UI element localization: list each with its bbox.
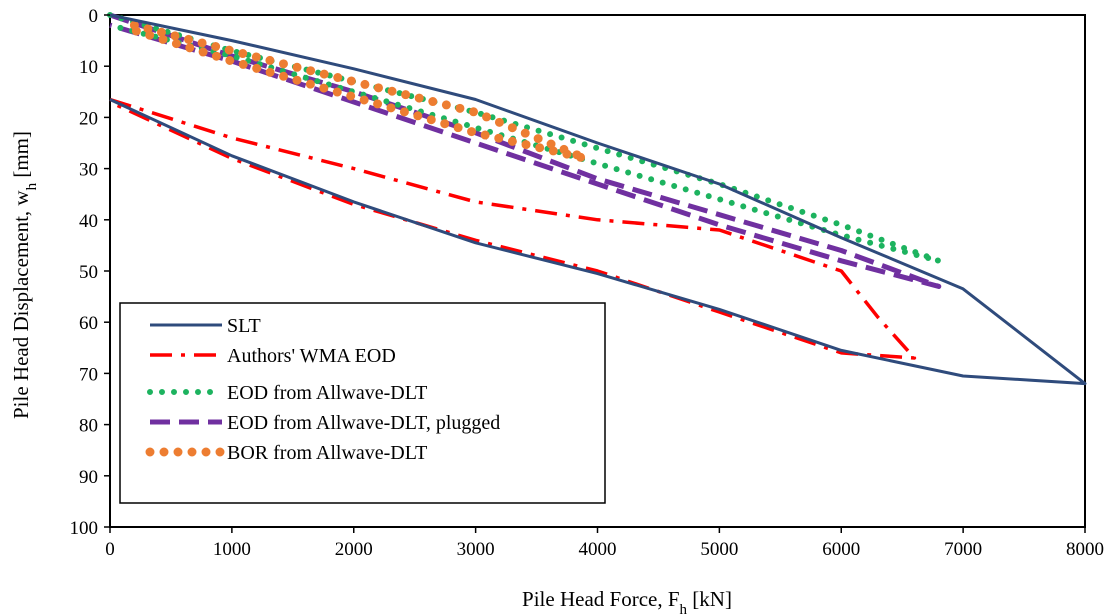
- x-tick-label: 1000: [213, 539, 251, 560]
- y-tick-label: 0: [89, 6, 99, 27]
- series-line-2: [107, 12, 942, 264]
- y-tick-label: 100: [70, 518, 99, 539]
- x-axis-label: Pile Head Force, Fh [kN]: [522, 587, 732, 615]
- x-axis-ticks: 0 1000 2000 3000 4000 5000 6000 7000 8000: [105, 527, 1104, 560]
- legend-label-3: EOD from Allwave-DLT, plugged: [227, 412, 500, 434]
- series-line-0: [109, 13, 1087, 386]
- x-tick-label: 8000: [1066, 539, 1104, 560]
- x-tick-label: 4000: [579, 539, 617, 560]
- x-tick-label: 3000: [457, 539, 495, 560]
- series-line-1: [109, 97, 917, 360]
- legend-label-1: Authors' WMA EOD: [227, 345, 396, 367]
- legend-box: [119, 302, 606, 504]
- x-tick-label: 2000: [335, 539, 373, 560]
- legend-label-2: EOD from Allwave-DLT: [227, 382, 427, 404]
- legend-label-0: SLT: [227, 315, 261, 337]
- y-tick-label: 80: [79, 416, 98, 437]
- y-tick-label: 50: [79, 262, 98, 283]
- y-tick-label: 70: [79, 364, 98, 385]
- series-layer: [107, 12, 1087, 386]
- x-tick-label: 6000: [822, 539, 860, 560]
- y-tick-label: 40: [79, 211, 98, 232]
- y-tick-label: 10: [79, 57, 98, 78]
- y-axis-label: Pile Head Displacement, wh [mm]: [9, 131, 40, 419]
- x-tick-label: 0: [105, 539, 115, 560]
- x-tick-label: 7000: [944, 539, 982, 560]
- x-tick-label: 5000: [700, 539, 738, 560]
- y-tick-label: 90: [79, 467, 98, 488]
- series-line-4: [129, 20, 590, 163]
- y-axis-ticks: 0 10 20 30 40 50 60 70 80 90 100: [70, 6, 110, 539]
- legend-label-4: BOR from Allwave-DLT: [227, 442, 427, 464]
- y-tick-label: 30: [79, 160, 98, 181]
- y-tick-label: 60: [79, 313, 98, 334]
- legend: SLT Authors' WMA EOD EOD from Allwave-DLT E…: [119, 302, 606, 504]
- y-tick-label: 20: [79, 108, 98, 129]
